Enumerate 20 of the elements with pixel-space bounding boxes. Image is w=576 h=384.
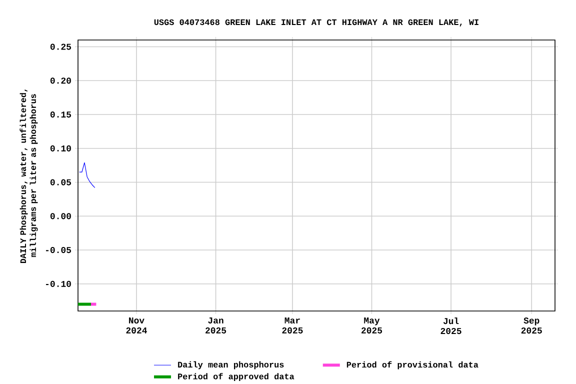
chart-title: USGS 04073468 GREEN LAKE INLET AT CT HIGHWAY A NR GREEN LAKE, WI xyxy=(154,19,478,26)
legend-label: Period of approved data xyxy=(178,372,294,382)
y-axis-title: DAILY Phosphorus, water, unfiltered, milligrams per liter as phosphorus xyxy=(20,89,38,264)
y-tick-label: -0.10 xyxy=(46,280,71,287)
x-tick-label: Jan 2025 xyxy=(206,318,226,334)
y-tick-label: 0.25 xyxy=(50,44,72,50)
x-tick-label: Mar 2025 xyxy=(282,318,303,334)
line-series xyxy=(79,162,96,188)
y-tick-label: -0.05 xyxy=(46,246,72,254)
x-tick-label: Sep 2025 xyxy=(521,318,542,334)
x-tick-label: May 2025 xyxy=(362,318,382,334)
legend-label: Period of provisional data xyxy=(346,361,478,370)
x-tick-label: Nov 2024 xyxy=(126,318,147,334)
y-tick-label: 0.05 xyxy=(50,179,72,186)
y-tick-label: 0.20 xyxy=(50,78,71,84)
y-tick-label: 0.00 xyxy=(50,213,71,220)
y-tick-label: 0.10 xyxy=(50,145,71,152)
x-tick-label: Jul 2025 xyxy=(440,318,462,334)
legend-label: Daily mean phosphorus xyxy=(178,361,284,370)
y-tick-label: 0.15 xyxy=(50,111,72,118)
